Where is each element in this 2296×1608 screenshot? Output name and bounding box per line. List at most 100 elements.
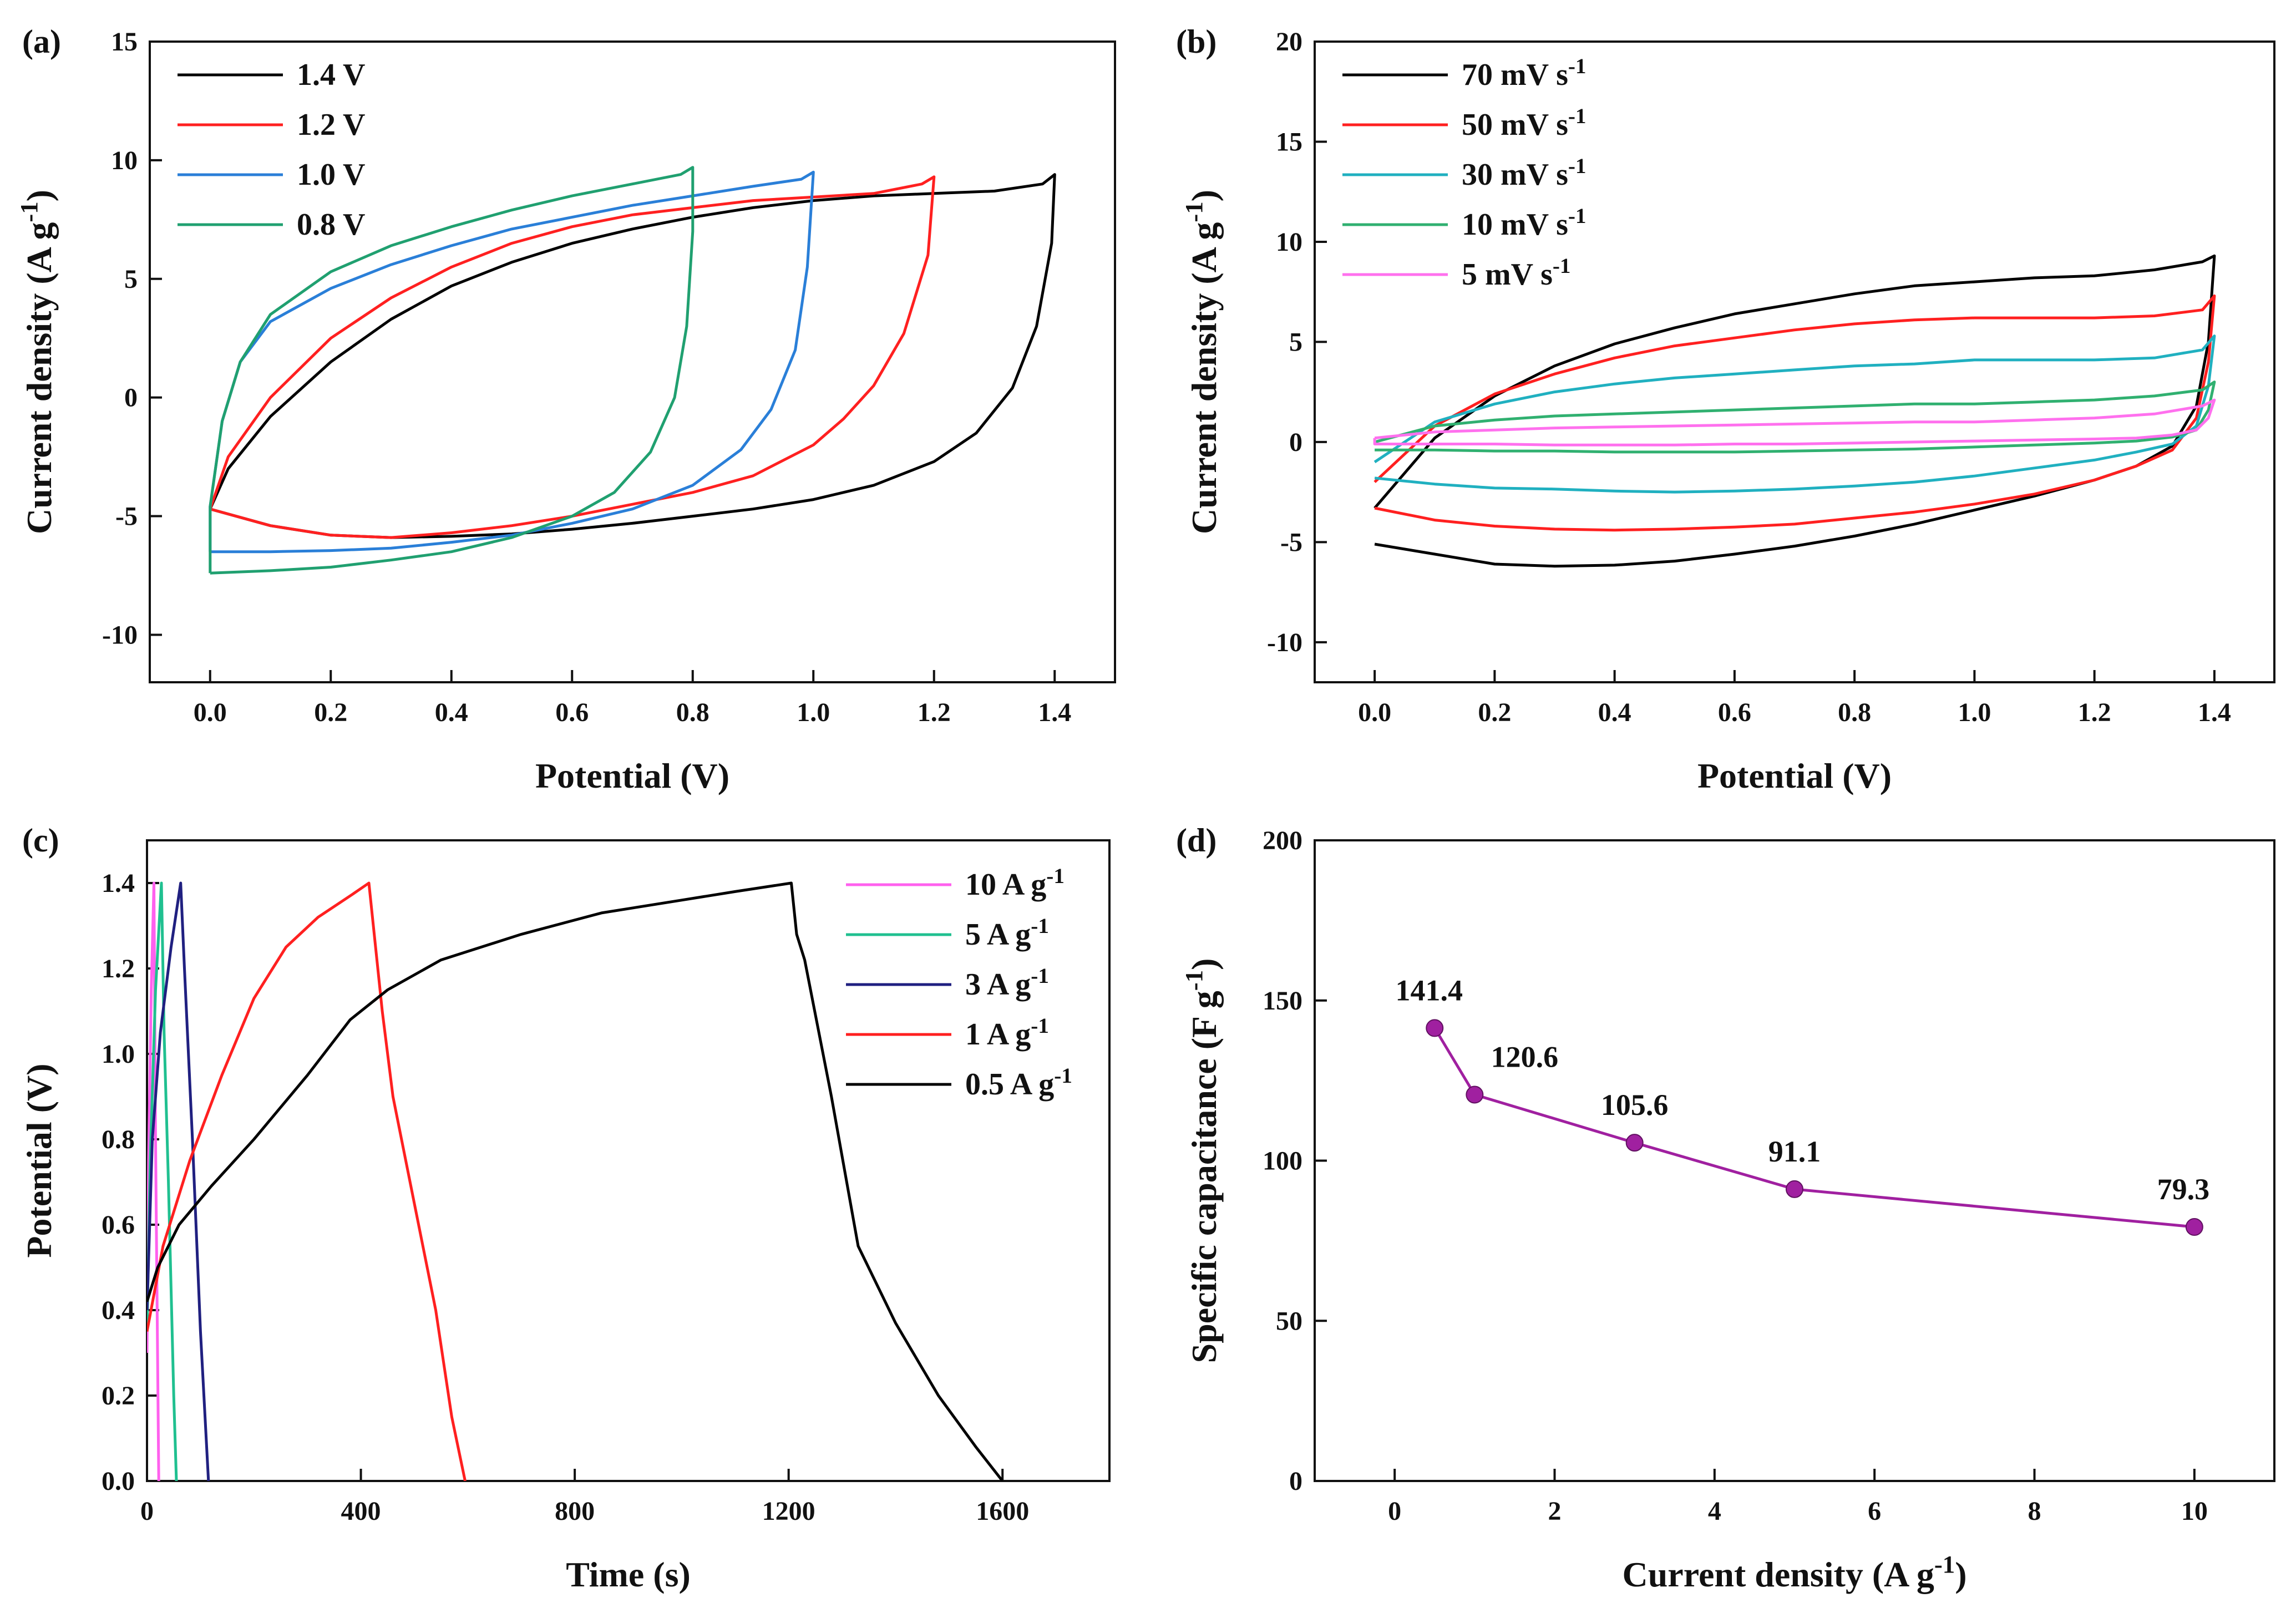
y-tick-label: 150 [1263, 986, 1302, 1016]
data-point [1466, 1085, 1484, 1104]
x-tick-label: 1.2 [2078, 698, 2111, 727]
series-line [209, 173, 1056, 539]
y-tick-label: 10 [111, 146, 138, 175]
data-label: 91.1 [1768, 1135, 1821, 1168]
series-line [1373, 254, 2216, 568]
data-point [1625, 1134, 1644, 1152]
x-axis-label: Potential (V) [1697, 756, 1892, 795]
x-tick-label: 0.8 [676, 698, 709, 727]
legend-label: 1.0 V [297, 158, 365, 192]
y-tick-label: 0.2 [102, 1381, 135, 1411]
x-tick-label: 1.4 [1038, 698, 1071, 727]
data-point [1786, 1180, 1803, 1198]
x-tick-label: 1200 [762, 1497, 815, 1526]
y-tick-label: 0 [124, 383, 138, 413]
y-tick-label: -10 [1267, 628, 1302, 657]
legend-label: 3 A g-1 [965, 964, 1049, 1002]
y-tick-label: -5 [1280, 527, 1302, 557]
y-tick-label: 0.6 [102, 1210, 135, 1240]
x-tick-label: 1600 [976, 1497, 1029, 1526]
y-tick-label: 0 [1289, 1467, 1302, 1496]
y-axis-label: Current density (A g-1) [15, 190, 59, 534]
x-tick-label: 10 [2181, 1497, 2208, 1526]
x-tick-label: 0.4 [435, 698, 468, 727]
x-tick-label: 0 [140, 1497, 154, 1526]
plot-frame [1314, 40, 2275, 683]
x-tick-label: 0.2 [1478, 698, 1511, 727]
x-tick-label: 1.4 [2198, 698, 2231, 727]
chart-panel-b: (b) 0.0 0.2 0.4 0.6 0.8 1.0 1.2 1.4 -10 -5 0 5 10 15 20… [1176, 23, 2275, 795]
series-line [147, 881, 1004, 1481]
series-line [209, 166, 695, 575]
x-tick-label: 0.8 [1838, 698, 1871, 727]
x-tick-label: 0 [1388, 1497, 1401, 1526]
x-tick-label: 1.0 [1958, 698, 1991, 727]
y-axis-label: Specific capacitance (F g-1) [1180, 958, 1224, 1363]
legend-label: 50 mV s-1 [1462, 104, 1587, 143]
y-tick-label: 1.0 [102, 1039, 135, 1069]
panel-tag: (c) [22, 822, 59, 859]
series-line [147, 881, 467, 1481]
plot-frame [149, 40, 1116, 683]
series-line [209, 170, 815, 554]
plot-frame [146, 839, 1111, 1482]
panel-tag: (a) [22, 23, 61, 60]
x-axis-label: Potential (V) [535, 756, 729, 795]
y-tick-label: 5 [1289, 327, 1302, 357]
y-tick-label: 5 [124, 265, 138, 294]
series-line [1373, 398, 2216, 447]
x-tick-label: 0.4 [1598, 698, 1631, 727]
x-tick-label: 8 [2028, 1497, 2041, 1526]
y-tick-label: -5 [115, 502, 138, 531]
x-tick-label: 2 [1548, 1497, 1562, 1526]
x-tick-label: 1.2 [918, 698, 951, 727]
y-tick-label: 10 [1276, 227, 1302, 257]
panel-tag: (d) [1176, 822, 1217, 859]
y-tick-label: 0.0 [102, 1467, 135, 1496]
y-tick-label: 0.4 [102, 1296, 135, 1325]
y-tick-label: 200 [1263, 826, 1302, 855]
data-point [1426, 1019, 1444, 1037]
x-tick-label: 0.6 [555, 698, 589, 727]
x-tick-label: 400 [341, 1497, 381, 1526]
y-tick-label: 0.8 [102, 1125, 135, 1154]
y-tick-label: 15 [1276, 127, 1302, 156]
legend-label: 1.2 V [297, 108, 365, 142]
x-axis-label: Current density (A g-1) [1622, 1550, 1966, 1594]
series-line [1373, 334, 2216, 494]
legend-label: 10 mV s-1 [1462, 204, 1587, 242]
y-tick-label: 50 [1276, 1306, 1302, 1336]
legend-label: 0.8 V [297, 207, 365, 242]
y-tick-label: 1.2 [102, 954, 135, 983]
legend-label: 0.5 A g-1 [965, 1064, 1072, 1102]
data-point [2185, 1218, 2203, 1236]
y-tick-label: 15 [111, 27, 138, 57]
y-tick-label: 0 [1289, 428, 1302, 457]
y-axis-label: Potential (V) [19, 1063, 59, 1257]
x-axis-label: Time (s) [566, 1555, 691, 1594]
legend-label: 10 A g-1 [965, 864, 1065, 902]
y-tick-label: -10 [102, 620, 138, 650]
legend-label: 70 mV s-1 [1462, 54, 1587, 93]
legend-label: 5 A g-1 [965, 914, 1049, 952]
y-tick-label: 20 [1276, 27, 1302, 57]
series-line [1373, 294, 2216, 532]
x-tick-label: 0.0 [194, 698, 227, 727]
series-line [209, 175, 936, 539]
x-tick-label: 4 [1708, 1497, 1721, 1526]
y-axis-label: Current density (A g-1) [1180, 190, 1224, 534]
y-tick-label: 1.4 [102, 869, 135, 898]
x-tick-label: 6 [1868, 1497, 1881, 1526]
series-line [147, 881, 178, 1481]
legend-label: 1 A g-1 [965, 1014, 1049, 1052]
legend-label: 1.4 V [297, 58, 365, 92]
y-tick-label: 100 [1263, 1147, 1302, 1176]
data-label: 79.3 [2157, 1173, 2210, 1206]
series-line [1374, 381, 2216, 454]
panel-tag: (b) [1176, 23, 1217, 60]
data-label: 120.6 [1491, 1041, 1559, 1074]
legend-label: 30 mV s-1 [1462, 154, 1587, 192]
x-tick-label: 0.2 [314, 698, 347, 727]
